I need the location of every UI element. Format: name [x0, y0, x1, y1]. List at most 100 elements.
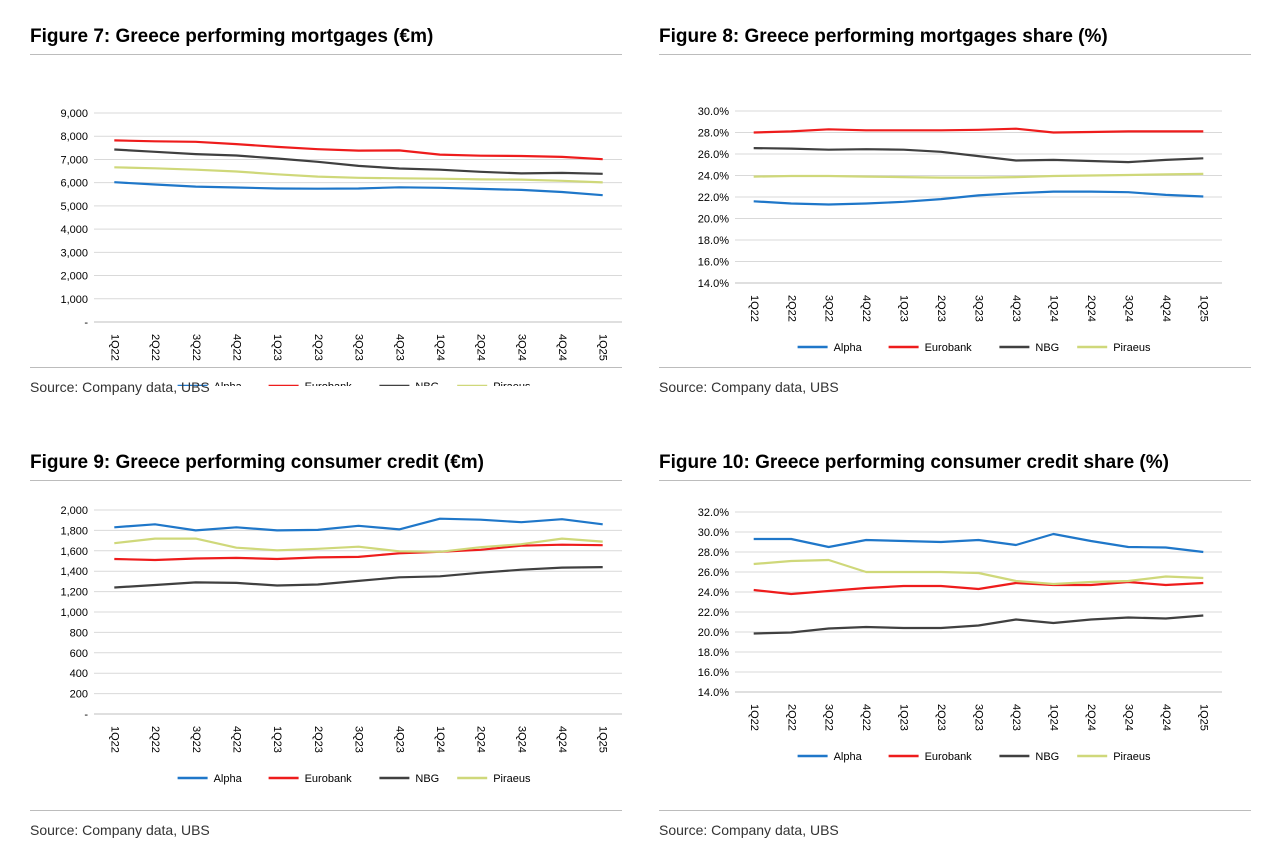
x-tick-label: 1Q25 — [597, 726, 609, 753]
legend-label-alpha: Alpha — [214, 773, 243, 785]
x-tick-label: 1Q24 — [1048, 295, 1060, 322]
series-line-alpha — [114, 181, 603, 197]
x-tick-label: 1Q23 — [271, 334, 283, 361]
figure-9-panel: Figure 9: Greece performing consumer cre… — [30, 452, 622, 852]
x-tick-label: 4Q22 — [860, 704, 872, 731]
legend-label-nbg: NBG — [415, 773, 439, 785]
series-line-alpha — [114, 517, 603, 532]
title-underline — [659, 54, 1251, 55]
series-line-piraeus — [114, 537, 603, 553]
x-tick-label: 4Q23 — [393, 726, 405, 753]
line-chart: 14.0% 16.0% 18.0% 20.0% 22.0% 24.0% 26.0% 28.0%… — [698, 507, 1222, 763]
x-tick-label: 2Q23 — [312, 334, 324, 361]
source-note: Source: Company data, UBS — [30, 379, 210, 395]
y-tick-label: 30.0% — [698, 527, 729, 539]
figure-10-panel: Figure 10: Greece performing consumer cr… — [659, 452, 1251, 852]
y-tick-label: 22.0% — [698, 607, 729, 619]
x-tick-label: 4Q24 — [1160, 295, 1172, 322]
y-tick-label: 16.0% — [698, 257, 729, 269]
y-tick-label: 16.0% — [698, 667, 729, 679]
x-tick-label: 1Q23 — [271, 726, 283, 753]
x-tick-label: 2Q24 — [1085, 704, 1097, 731]
y-tick-label: - — [84, 317, 88, 329]
x-tick-label: 3Q22 — [823, 295, 835, 322]
y-tick-label: 8,000 — [60, 131, 88, 143]
x-tick-label: 1Q25 — [1197, 704, 1209, 731]
legend-label-eurobank: Eurobank — [925, 751, 973, 763]
x-tick-label: 3Q24 — [1122, 295, 1134, 322]
series-line-piraeus — [753, 172, 1204, 179]
legend-label-alpha: Alpha — [834, 342, 863, 354]
title-underline — [659, 480, 1251, 481]
x-tick-label: 4Q22 — [860, 295, 872, 322]
x-tick-label: 2Q23 — [935, 704, 947, 731]
y-tick-label: 20.0% — [698, 627, 729, 639]
x-tick-label: 1Q23 — [898, 295, 910, 322]
y-tick-label: 1,000 — [60, 607, 88, 619]
x-tick-label: 2Q24 — [475, 334, 487, 361]
y-tick-label: 32.0% — [698, 507, 729, 519]
y-tick-label: 200 — [70, 689, 88, 701]
x-tick-label: 4Q22 — [231, 726, 243, 753]
y-tick-label: 1,400 — [60, 566, 88, 578]
y-tick-label: 14.0% — [698, 687, 729, 699]
source-note: Source: Company data, UBS — [659, 379, 839, 395]
title-underline — [30, 54, 622, 55]
x-tick-label: 2Q22 — [149, 726, 161, 753]
y-tick-label: 1,600 — [60, 546, 88, 558]
x-tick-label: 2Q22 — [149, 334, 161, 361]
x-tick-label: 4Q23 — [1010, 295, 1022, 322]
source-divider — [30, 810, 622, 811]
x-tick-label: 2Q22 — [785, 295, 797, 322]
x-tick-label: 3Q23 — [973, 295, 985, 322]
x-tick-label: 2Q22 — [785, 704, 797, 731]
y-tick-label: 5,000 — [60, 201, 88, 213]
y-tick-label: - — [84, 709, 88, 721]
title-underline — [30, 480, 622, 481]
x-tick-label: 4Q24 — [556, 334, 568, 361]
series-line-nbg — [753, 147, 1204, 164]
y-tick-label: 1,800 — [60, 525, 88, 537]
x-tick-label: 1Q23 — [898, 704, 910, 731]
x-tick-label: 4Q24 — [1160, 704, 1172, 731]
y-tick-label: 4,000 — [60, 224, 88, 236]
legend-label-eurobank: Eurobank — [305, 381, 353, 386]
x-tick-label: 1Q24 — [434, 334, 446, 361]
x-tick-label: 3Q24 — [515, 726, 527, 753]
series-line-alpha — [753, 532, 1204, 554]
line-chart: - 1,000 2,000 3,000 4,000 5,000 6,000 7,000 8,00… — [60, 108, 622, 386]
series-line-eurobank — [114, 139, 603, 161]
figure-title: Figure 10: Greece performing consumer cr… — [659, 452, 1169, 473]
legend-label-piraeus: Piraeus — [493, 773, 531, 785]
x-tick-label: 1Q22 — [108, 726, 120, 753]
legend-label-eurobank: Eurobank — [305, 773, 353, 785]
x-tick-label: 2Q23 — [312, 726, 324, 753]
series-line-alpha — [753, 190, 1204, 206]
y-tick-label: 1,200 — [60, 587, 88, 599]
x-tick-label: 4Q24 — [556, 726, 568, 753]
x-tick-label: 4Q23 — [393, 334, 405, 361]
y-tick-label: 30.0% — [698, 106, 729, 118]
legend-label-nbg: NBG — [415, 381, 439, 386]
y-tick-label: 1,000 — [60, 294, 88, 306]
x-tick-label: 2Q24 — [1085, 295, 1097, 322]
source-note: Source: Company data, UBS — [659, 822, 839, 838]
legend-label-alpha: Alpha — [834, 751, 863, 763]
y-tick-label: 22.0% — [698, 192, 729, 204]
source-divider — [659, 810, 1251, 811]
y-tick-label: 9,000 — [60, 108, 88, 120]
legend-label-alpha: Alpha — [214, 381, 243, 386]
x-tick-label: 3Q24 — [1122, 704, 1134, 731]
y-tick-label: 600 — [70, 648, 88, 660]
legend-label-piraeus: Piraeus — [1113, 751, 1151, 763]
series-line-nbg — [114, 566, 603, 589]
x-tick-label: 3Q23 — [353, 334, 365, 361]
y-tick-label: 400 — [70, 668, 88, 680]
x-tick-label: 3Q22 — [823, 704, 835, 731]
y-tick-label: 7,000 — [60, 154, 88, 166]
line-chart: - 200 400 600 800 1,000 1,200 1,400 1,600 1,800 2,… — [60, 505, 622, 785]
series-line-nbg — [753, 614, 1204, 635]
y-tick-label: 28.0% — [698, 128, 729, 140]
x-tick-label: 2Q24 — [475, 726, 487, 753]
y-tick-label: 800 — [70, 627, 88, 639]
